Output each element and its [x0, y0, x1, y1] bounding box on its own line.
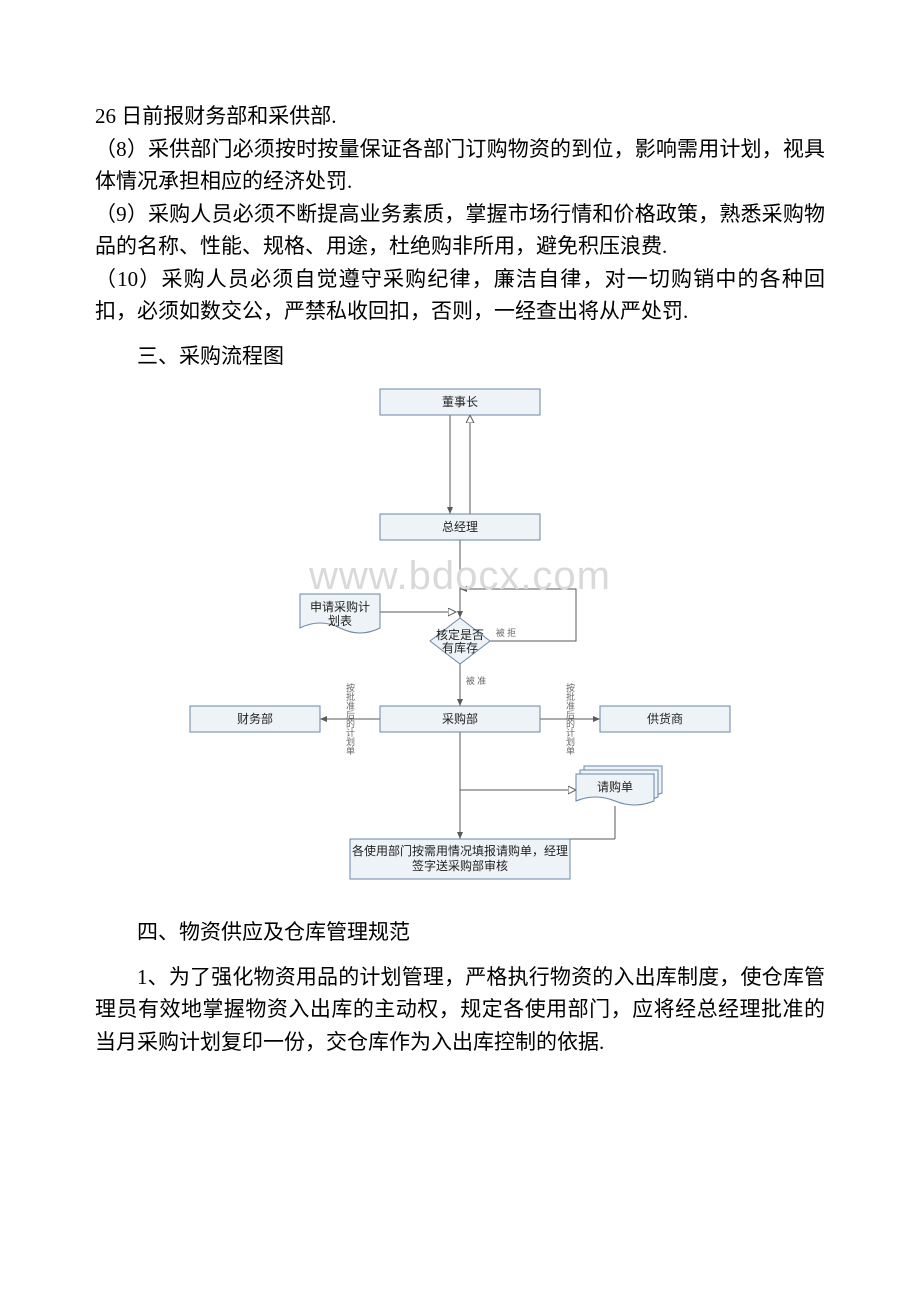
svg-text:董事长: 董事长 [442, 395, 478, 409]
svg-text:有库存: 有库存 [442, 640, 478, 655]
paragraph-5: 1、为了强化物资用品的计划管理，严格执行物资的入出库制度，使仓库管理员有效地掌握… [95, 961, 825, 1059]
paragraph-2: （8）采供部门必须按时按量保证各部门订购物资的到位，影响需用计划，视具体情况承担… [95, 133, 825, 198]
svg-text:按批准后的计划单: 按批准后的计划单 [345, 682, 355, 756]
svg-text:总经理: 总经理 [442, 520, 478, 534]
svg-text:申请采购计: 申请采购计 [310, 599, 370, 614]
svg-text:财务部: 财务部 [237, 711, 273, 726]
section-heading-4: 四、物资供应及仓库管理规范 [95, 916, 825, 949]
section-heading-3: 三、采购流程图 [95, 340, 825, 373]
svg-text:签字送采购部审核: 签字送采购部审核 [412, 858, 508, 873]
paragraph-1: 26 日前报财务部和采供部. [95, 100, 825, 133]
svg-text:被 准: 被 准 [466, 675, 486, 686]
svg-text:被 拒: 被 拒 [496, 627, 516, 638]
svg-text:采购部: 采购部 [442, 711, 478, 726]
svg-text:请购单: 请购单 [597, 779, 633, 794]
svg-text:供货商: 供货商 [647, 711, 683, 726]
flowchart: www.bdocx.com 被 准被 拒按批准后的计划单按批准后的计划单董事长总… [180, 384, 740, 904]
svg-text:划表: 划表 [328, 614, 352, 628]
svg-text:各使用部门按需用情况填报请购单，经理: 各使用部门按需用情况填报请购单，经理 [352, 843, 568, 858]
svg-text:核定是否: 核定是否 [436, 627, 484, 642]
paragraph-4: （10）采购人员必须自觉遵守采购纪律，廉洁自律，对一切购销中的各种回扣，必须如数… [95, 263, 825, 328]
paragraph-3: （9）采购人员必须不断提高业务素质，掌握市场行情和价格政策，熟悉采购物品的名称、… [95, 198, 825, 263]
flowchart-svg: 被 准 被 拒按批准后的计划单 按批准后的计划单 董事长总经理申请采购计划表核定是否有… [180, 384, 740, 904]
svg-text:按批准后的计划单: 按批准后的计划单 [565, 682, 575, 756]
